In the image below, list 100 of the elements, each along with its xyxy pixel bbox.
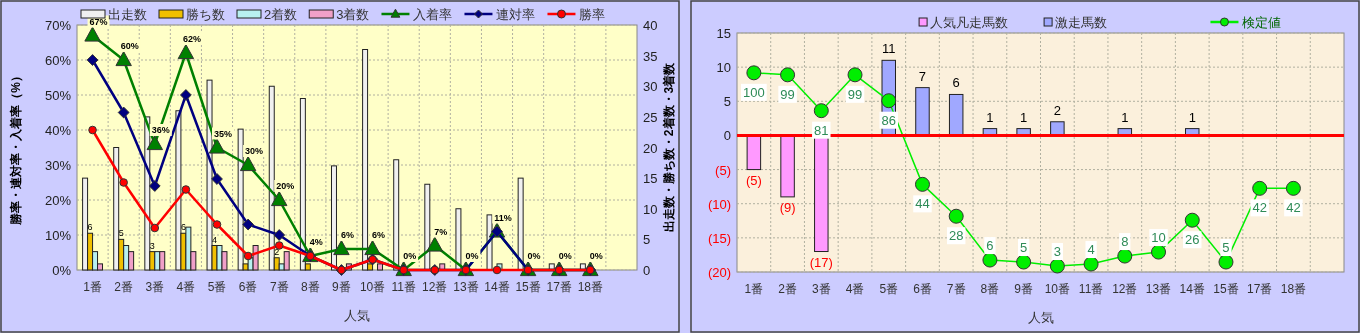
- legend-label: 2着数: [264, 7, 298, 22]
- data-label: 8: [1121, 234, 1129, 250]
- x-tick-label: 8番: [300, 280, 320, 294]
- y2-axis-title: 出走数・勝ち数・2着数・3着数: [662, 61, 676, 233]
- data-label: 99: [847, 86, 863, 102]
- legend-label: 入着率: [413, 7, 453, 22]
- x-tick-label: 15番: [515, 280, 541, 294]
- data-label: 0%: [465, 251, 479, 261]
- y-tick-label: 70%: [44, 18, 72, 33]
- data-label: 1: [1020, 109, 1028, 125]
- x-tick-label: 2番: [114, 280, 134, 294]
- data-label: 5: [1020, 240, 1028, 256]
- data-label: 2: [1053, 102, 1061, 118]
- data-label: 6: [952, 75, 960, 91]
- data-label: 67%: [89, 16, 108, 27]
- data-label: 44: [915, 196, 930, 212]
- y-tick-label: 10%: [44, 228, 72, 243]
- x-tick-label: 6番: [913, 282, 932, 296]
- y-tick-label: 0: [723, 128, 731, 144]
- data-label: (9): [779, 199, 796, 215]
- data-label: 2: [274, 246, 280, 257]
- data-label: 35%: [213, 128, 233, 139]
- data-label: 11: [882, 41, 896, 57]
- data-label: 7%: [434, 226, 448, 237]
- x-tick-label: 17番: [1247, 282, 1273, 296]
- y-tick-label: 0%: [52, 263, 72, 278]
- legend-label: 検定値: [1242, 15, 1282, 30]
- y-tick-label: 5: [723, 94, 731, 110]
- data-label: 42: [1286, 200, 1301, 216]
- data-label: 5: [1222, 240, 1230, 256]
- y-tick-label: 15: [716, 26, 731, 41]
- data-label: 26: [1185, 232, 1200, 248]
- y-tick-label: (20): [707, 265, 731, 280]
- data-label: 3: [1053, 244, 1061, 260]
- x-tick-label: 11番: [391, 280, 416, 294]
- data-label: 10: [1151, 230, 1166, 246]
- y2-tick-label: 10: [643, 201, 658, 217]
- legend-label: 勝ち数: [186, 7, 225, 22]
- data-label: 0%: [527, 251, 541, 261]
- data-label: 60%: [120, 41, 139, 51]
- x-tick-label: 18番: [1280, 282, 1307, 296]
- data-label: 6: [87, 222, 93, 233]
- x-tick-label: 13番: [453, 280, 479, 294]
- data-label: (5): [745, 172, 762, 188]
- x-tick-label: 15番: [1213, 282, 1239, 296]
- data-label: 6%: [372, 230, 386, 240]
- y2-tick-label: 35: [643, 48, 658, 64]
- x-tick-label: 1番: [83, 280, 102, 294]
- legend-label: 人気凡走馬数: [930, 15, 1009, 30]
- data-label: 4: [1087, 242, 1095, 258]
- data-label: 4: [212, 234, 218, 245]
- x-tick-label: 13番: [1145, 282, 1172, 296]
- y-tick-label: 40%: [44, 123, 72, 138]
- x-tick-label: 18番: [577, 280, 604, 294]
- y-tick-label: 30%: [44, 158, 72, 173]
- y-tick-label: (10): [707, 196, 731, 212]
- y2-tick-label: 25: [643, 109, 658, 125]
- data-label: 11%: [494, 212, 512, 223]
- data-label: 20%: [276, 181, 295, 191]
- data-label: 7: [918, 68, 927, 84]
- data-label: 1: [986, 109, 994, 125]
- legend-label: 連対率: [496, 7, 536, 22]
- legend-label: 3着数: [336, 7, 370, 22]
- y2-tick-label: 20: [643, 140, 658, 156]
- x-tick-label: 10番: [1044, 282, 1071, 296]
- data-label: (17): [809, 254, 833, 270]
- x-axis-title: 人気: [1027, 310, 1054, 325]
- x-tick-label: 8番: [980, 282, 1000, 296]
- x-tick-label: 14番: [484, 280, 510, 294]
- y2-tick-label: 40: [643, 18, 658, 33]
- data-label: 62%: [182, 34, 201, 44]
- x-tick-label: 6番: [238, 280, 258, 294]
- x-tick-label: 10番: [359, 280, 386, 294]
- x-tick-label: 4番: [845, 282, 865, 296]
- data-label: 86: [881, 112, 896, 128]
- data-label: 1: [1121, 109, 1129, 125]
- y2-tick-label: 30: [643, 79, 658, 95]
- data-label: 0%: [403, 251, 417, 261]
- data-label: 36%: [151, 125, 170, 135]
- x-tick-label: 2番: [778, 282, 797, 296]
- data-label: 6: [180, 222, 186, 233]
- y2-tick-label: 15: [643, 171, 658, 187]
- x-tick-label: 3番: [145, 280, 165, 294]
- x-tick-label: 4番: [176, 280, 196, 294]
- data-label: 30%: [245, 146, 264, 156]
- y-tick-label: 20%: [44, 193, 72, 208]
- legend-label: 激走馬数: [1055, 15, 1108, 30]
- data-label: 1: [1188, 109, 1196, 125]
- y-axis-title: 勝率・連対率・入着率（%）: [9, 70, 23, 226]
- data-label: 5: [118, 228, 124, 239]
- data-label: 81: [814, 122, 829, 138]
- x-tick-label: 11番: [1078, 282, 1104, 296]
- x-tick-label: 7番: [946, 282, 966, 296]
- y-tick-label: (5): [715, 162, 731, 178]
- data-label: 0%: [558, 251, 572, 261]
- y2-tick-label: 0: [643, 263, 651, 278]
- data-label: 6: [986, 238, 994, 254]
- data-label: 6%: [340, 230, 354, 240]
- y-tick-label: 60%: [44, 53, 72, 68]
- data-label: 100: [743, 84, 765, 100]
